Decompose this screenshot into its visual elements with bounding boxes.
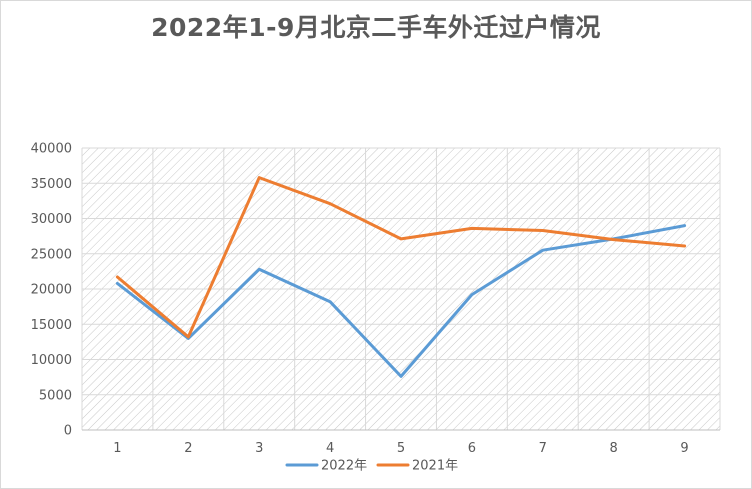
- y-tick-label: 25000: [31, 247, 72, 262]
- x-tick-label: 6: [468, 441, 476, 456]
- x-tick-label: 2: [184, 441, 192, 456]
- x-tick-label: 9: [680, 441, 688, 456]
- x-tick-label: 8: [610, 441, 618, 456]
- axes: 0 5000 10000 15000 20000 25000 30000 35000 40000…: [31, 142, 720, 456]
- chart-title: 2022年1-9月北京二手车外迁过户情况: [151, 13, 601, 42]
- x-tick-label: 1: [113, 441, 121, 456]
- legend-label: 2021年: [412, 459, 458, 474]
- legend: 2022年 2021年: [285, 459, 458, 474]
- series-lines: [115, 176, 687, 378]
- x-tick-label: 4: [326, 441, 334, 456]
- y-tick-label: 30000: [31, 212, 72, 227]
- y-tick-label: 40000: [31, 142, 72, 157]
- legend-label: 2022年: [321, 459, 367, 474]
- y-tick-label: 10000: [31, 353, 72, 368]
- y-tick-label: 0: [64, 424, 72, 439]
- x-tick-label: 3: [255, 441, 263, 456]
- y-tick-label: 5000: [39, 388, 72, 403]
- series-line-2: [115, 176, 687, 339]
- x-tick-label: 5: [397, 441, 405, 456]
- series-line-1: [115, 224, 687, 378]
- x-tick-label: 7: [539, 441, 547, 456]
- y-tick-label: 15000: [31, 318, 72, 333]
- y-tick-label: 35000: [31, 177, 72, 192]
- y-tick-label: 20000: [31, 283, 72, 298]
